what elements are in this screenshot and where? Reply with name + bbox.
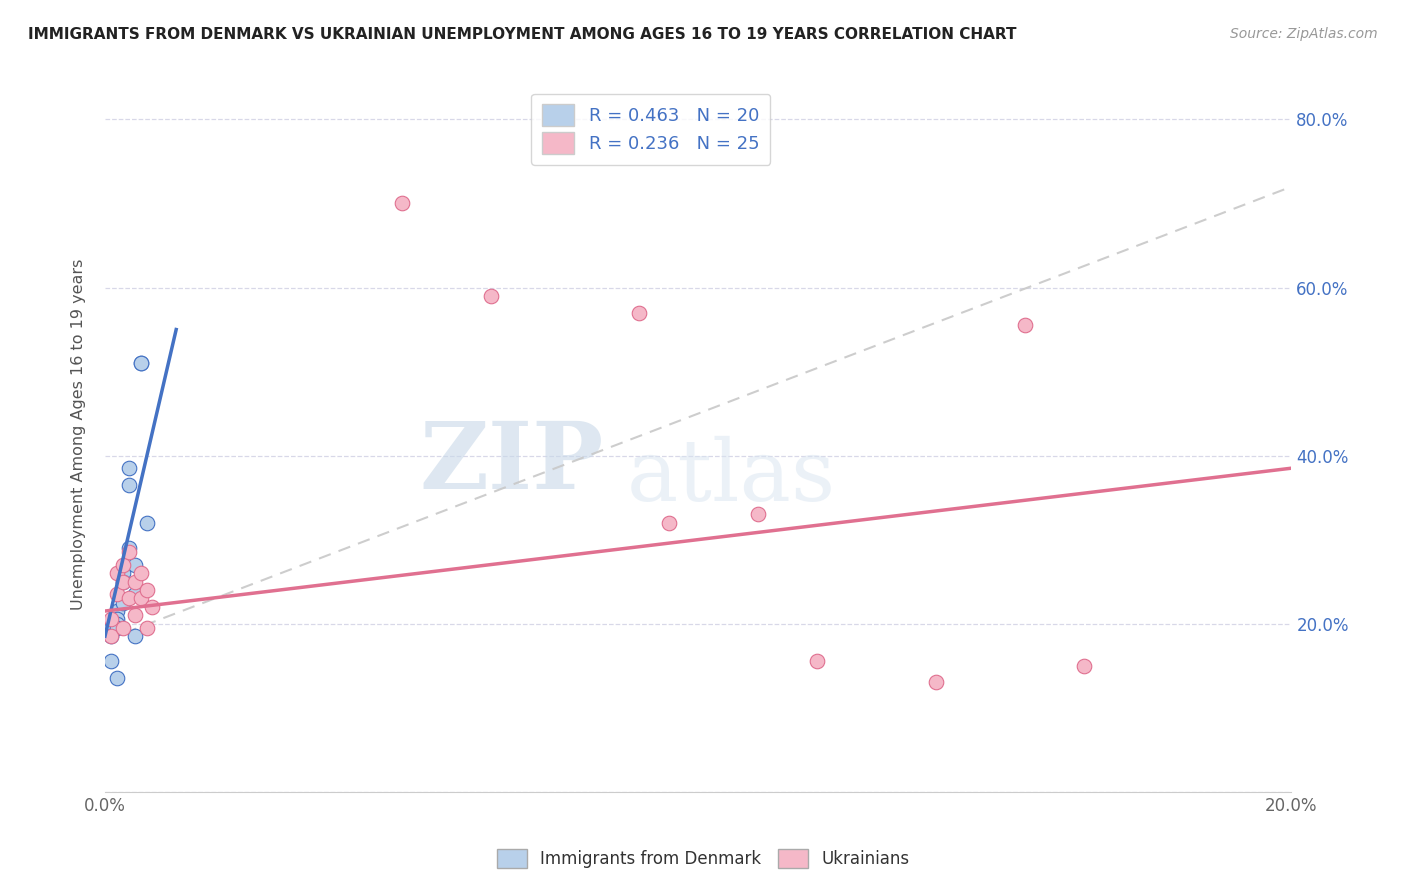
Point xyxy=(129,356,152,370)
Point xyxy=(124,608,146,623)
Point xyxy=(124,587,146,601)
Text: ZIP: ZIP xyxy=(419,418,603,508)
Point xyxy=(111,566,134,581)
Point xyxy=(118,478,141,492)
Point xyxy=(118,541,141,555)
Point xyxy=(135,516,157,530)
Legend: Immigrants from Denmark, Ukrainians: Immigrants from Denmark, Ukrainians xyxy=(491,842,915,875)
Point xyxy=(129,566,152,581)
Point xyxy=(1014,318,1036,333)
Point xyxy=(105,671,128,685)
Point xyxy=(111,558,134,572)
Point xyxy=(100,621,122,635)
Point xyxy=(100,629,122,643)
Point xyxy=(105,566,128,581)
Point xyxy=(118,545,141,559)
Point xyxy=(806,655,828,669)
Point xyxy=(924,675,946,690)
Legend: R = 0.463   N = 20, R = 0.236   N = 25: R = 0.463 N = 20, R = 0.236 N = 25 xyxy=(531,94,770,165)
Point xyxy=(658,516,681,530)
Point xyxy=(129,356,152,370)
Point xyxy=(105,621,128,635)
Point xyxy=(111,596,134,610)
Point xyxy=(1073,658,1095,673)
Point xyxy=(100,629,122,643)
Point xyxy=(118,461,141,475)
Point xyxy=(141,599,163,614)
Point xyxy=(391,196,413,211)
Point xyxy=(129,591,152,606)
Point xyxy=(118,591,141,606)
Text: IMMIGRANTS FROM DENMARK VS UKRAINIAN UNEMPLOYMENT AMONG AGES 16 TO 19 YEARS CORR: IMMIGRANTS FROM DENMARK VS UKRAINIAN UNE… xyxy=(28,27,1017,42)
Point xyxy=(105,604,128,618)
Point xyxy=(627,306,650,320)
Point xyxy=(135,621,157,635)
Point xyxy=(479,289,502,303)
Point xyxy=(105,587,128,601)
Point xyxy=(111,574,134,589)
Point xyxy=(105,616,128,631)
Point xyxy=(111,574,134,589)
Point xyxy=(105,612,128,626)
Y-axis label: Unemployment Among Ages 16 to 19 years: Unemployment Among Ages 16 to 19 years xyxy=(72,259,86,610)
Text: atlas: atlas xyxy=(627,436,837,519)
Point xyxy=(124,629,146,643)
Point xyxy=(747,508,769,522)
Text: Source: ZipAtlas.com: Source: ZipAtlas.com xyxy=(1230,27,1378,41)
Point xyxy=(100,655,122,669)
Point xyxy=(124,558,146,572)
Point xyxy=(100,612,122,626)
Point xyxy=(135,582,157,597)
Point xyxy=(111,621,134,635)
Point xyxy=(124,574,146,589)
